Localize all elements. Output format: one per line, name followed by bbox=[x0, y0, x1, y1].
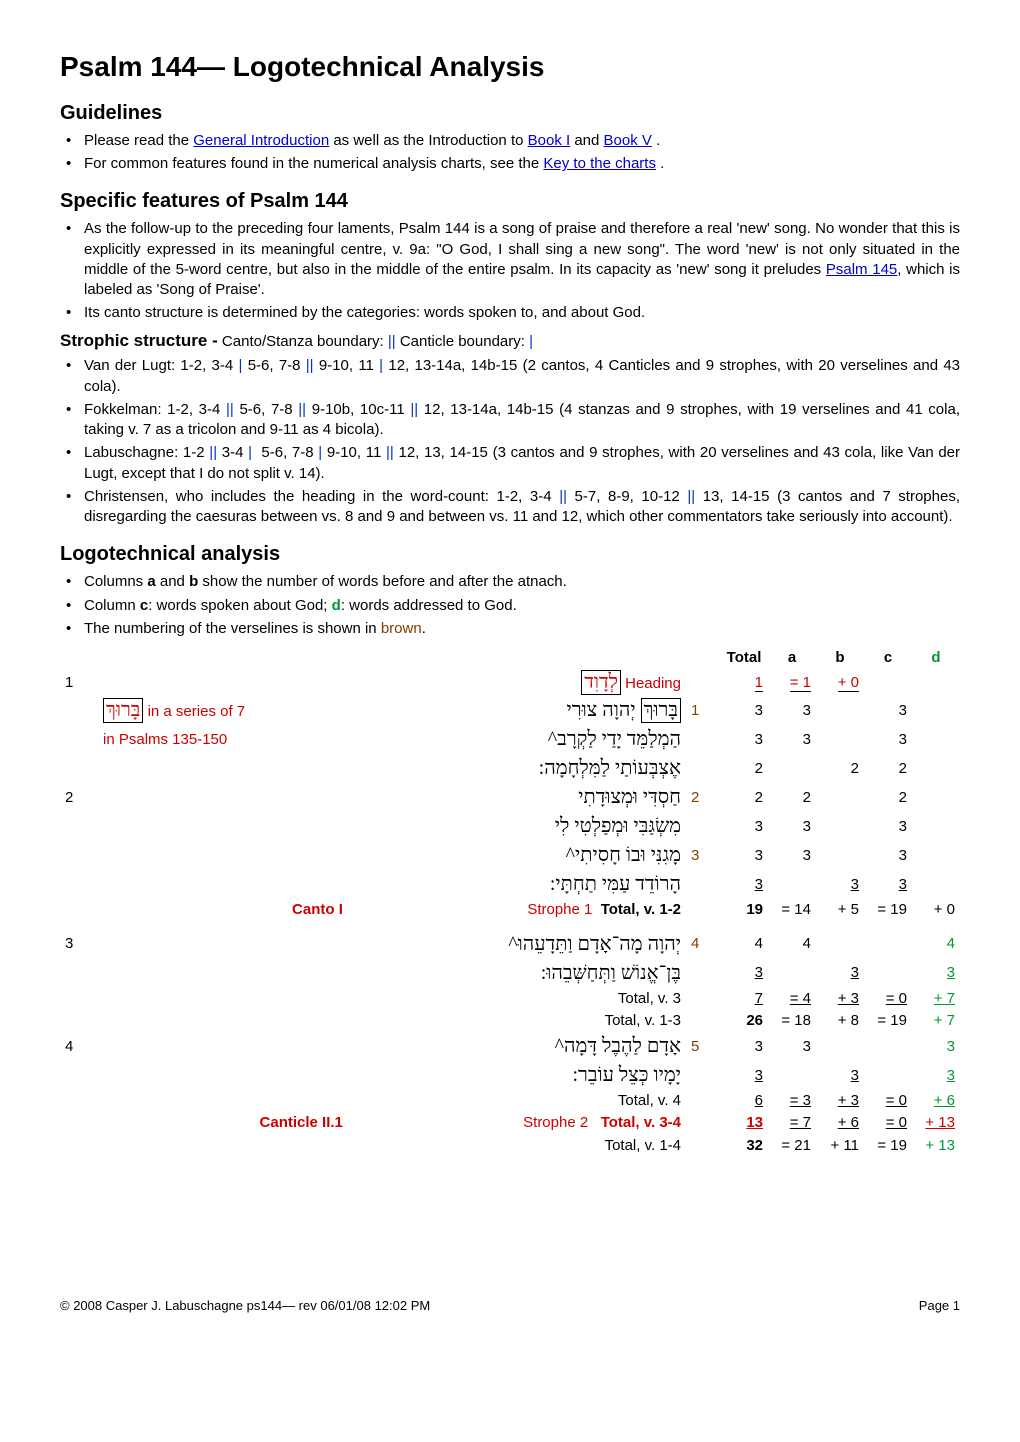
table-row: אֶצְבְּעוֹתַי לַמִּלְחָמָה: 2 2 2 bbox=[60, 754, 960, 783]
col-c: c bbox=[864, 647, 912, 669]
canticle-total-row: Canticle II.1 Strophe 2 Total, v. 3-4 13… bbox=[60, 1112, 960, 1134]
table-row: מָגִנִּי וּבוֹ חָסִיתִי^ 3 3 3 3 bbox=[60, 841, 960, 870]
logo-heading: Logotechnical analysis bbox=[60, 541, 960, 568]
book-v-link[interactable]: Book V bbox=[604, 132, 652, 149]
strophic-item: Labuschagne: 1-2 || 3-4 | 5-6, 7-8 | 9-1… bbox=[60, 443, 960, 484]
hebrew-text: לְדָוִד bbox=[581, 670, 621, 695]
analysis-table: Total a b c d 1 לְדָוִד Heading 1 = 1 + … bbox=[60, 647, 960, 1157]
col-b: b bbox=[816, 647, 864, 669]
hebrew-text: מִשְׂגַּבִּי וּמְפַלְטִי לִי bbox=[555, 815, 681, 837]
double-bar-icon: || bbox=[388, 333, 396, 350]
subtotal-row: Total, v. 1-3 26 = 18 + 8 = 19 + 7 bbox=[60, 1010, 960, 1032]
logo-list: Columns a and b show the number of words… bbox=[60, 572, 960, 639]
hebrew-text: הָרוֹדֵד עַמִּי תַחְתָּי: bbox=[550, 873, 681, 895]
book-i-link[interactable]: Book I bbox=[528, 132, 571, 149]
hebrew-text: מָגִנִּי וּבוֹ חָסִיתִי^ bbox=[566, 844, 681, 866]
subtotal-row: Total, v. 1-4 32 = 21 + 11 = 19 + 13 bbox=[60, 1135, 960, 1157]
strophic-heading: Strophic structure - Canto/Stanza bounda… bbox=[60, 330, 960, 353]
table-row: 2 חַסְדִּי וּמְצוּדָתִי 2 2 2 2 bbox=[60, 783, 960, 812]
psalm-145-link[interactable]: Psalm 145 bbox=[826, 261, 897, 278]
strophic-item: Van der Lugt: 1-2, 3-4 | 5-6, 7-8 || 9-1… bbox=[60, 356, 960, 397]
single-bar-icon: | bbox=[529, 333, 533, 350]
key-charts-link[interactable]: Key to the charts bbox=[543, 155, 656, 172]
heading-row: 1 לְדָוִד Heading 1 = 1 + 0 bbox=[60, 669, 960, 696]
guidelines-list: Please read the General Introduction as … bbox=[60, 131, 960, 175]
specific-item: As the follow-up to the preceding four l… bbox=[60, 219, 960, 300]
col-a: a bbox=[768, 647, 816, 669]
page-title: Psalm 144— Logotechnical Analysis bbox=[60, 48, 960, 86]
table-row: הָרוֹדֵד עַמִּי תַחְתָּי: 3 3 3 bbox=[60, 870, 960, 899]
guidelines-heading: Guidelines bbox=[60, 100, 960, 127]
logo-item: The numbering of the verselines is shown… bbox=[60, 619, 960, 639]
hebrew-text: אֶצְבְּעוֹתַי לַמִּלְחָמָה: bbox=[539, 757, 681, 779]
page-footer: © 2008 Casper J. Labuschagne ps144— rev … bbox=[60, 1297, 960, 1315]
table-header-row: Total a b c d bbox=[60, 647, 960, 669]
canto-total-row: Canto I Strophe 1 Total, v. 1-2 19 = 14 … bbox=[60, 899, 960, 921]
strophic-item: Fokkelman: 1-2, 3-4 || 5-6, 7-8 || 9-10b… bbox=[60, 400, 960, 441]
specific-heading: Specific features of Psalm 144 bbox=[60, 188, 960, 215]
footer-left: © 2008 Casper J. Labuschagne ps144— rev … bbox=[60, 1297, 430, 1315]
table-row: יָמָיו כְּצֵל עוֹבֵר: 3 3 3 bbox=[60, 1061, 960, 1090]
specific-list: As the follow-up to the preceding four l… bbox=[60, 219, 960, 323]
strophic-item: Christensen, who includes the heading in… bbox=[60, 487, 960, 528]
specific-item: Its canto structure is determined by the… bbox=[60, 303, 960, 323]
hebrew-text: יְהוָה מָה־אָדָם וַתֵּדָעֵהוּ^ bbox=[508, 933, 681, 955]
logo-item: Columns a and b show the number of words… bbox=[60, 572, 960, 592]
table-row: 3 יְהוָה מָה־אָדָם וַתֵּדָעֵהוּ^ 4 4 4 4 bbox=[60, 930, 960, 959]
subtotal-row: Total, v. 4 6 = 3 + 3 = 0 + 6 bbox=[60, 1090, 960, 1112]
hebrew-text: יָמָיו כְּצֵל עוֹבֵר: bbox=[572, 1064, 681, 1086]
hebrew-text: בֶּן־אֱנוֹשׁ וַתְּחַשְּׁבֵהוּ: bbox=[541, 962, 681, 984]
strophic-list: Van der Lugt: 1-2, 3-4 | 5-6, 7-8 || 9-1… bbox=[60, 356, 960, 527]
hebrew-text: חַסְדִּי וּמְצוּדָתִי bbox=[578, 786, 681, 808]
guidelines-item: Please read the General Introduction as … bbox=[60, 131, 960, 151]
table-row: 4 אָדָם לַהֶבֶל דָּמָה^ 5 3 3 3 bbox=[60, 1032, 960, 1061]
table-row: מִשְׂגַּבִּי וּמְפַלְטִי לִי 3 3 3 bbox=[60, 812, 960, 841]
table-row: in Psalms 135-150 הַמְלַמֵּד יָדַי לַקְר… bbox=[60, 725, 960, 754]
general-intro-link[interactable]: General Introduction bbox=[193, 132, 329, 149]
col-d: d bbox=[912, 647, 960, 669]
table-row: בָּרוּךְ in a series of 7 בָּרוּךְ יְהוָ… bbox=[60, 696, 960, 725]
table-row: בֶּן־אֱנוֹשׁ וַתְּחַשְּׁבֵהוּ: 3 3 3 bbox=[60, 959, 960, 988]
subtotal-row: Total, v. 3 7 = 4 + 3 = 0 + 7 bbox=[60, 988, 960, 1010]
logo-item: Column c: words spoken about God; d: wor… bbox=[60, 596, 960, 616]
footer-right: Page 1 bbox=[919, 1297, 960, 1315]
col-total: Total bbox=[720, 647, 768, 669]
hebrew-text: הַמְלַמֵּד יָדַי לַקְרָב^ bbox=[548, 728, 681, 750]
guidelines-item: For common features found in the numeric… bbox=[60, 154, 960, 174]
hebrew-text: בָּרוּךְ bbox=[103, 698, 143, 723]
hebrew-text: אָדָם לַהֶבֶל דָּמָה^ bbox=[555, 1035, 681, 1057]
